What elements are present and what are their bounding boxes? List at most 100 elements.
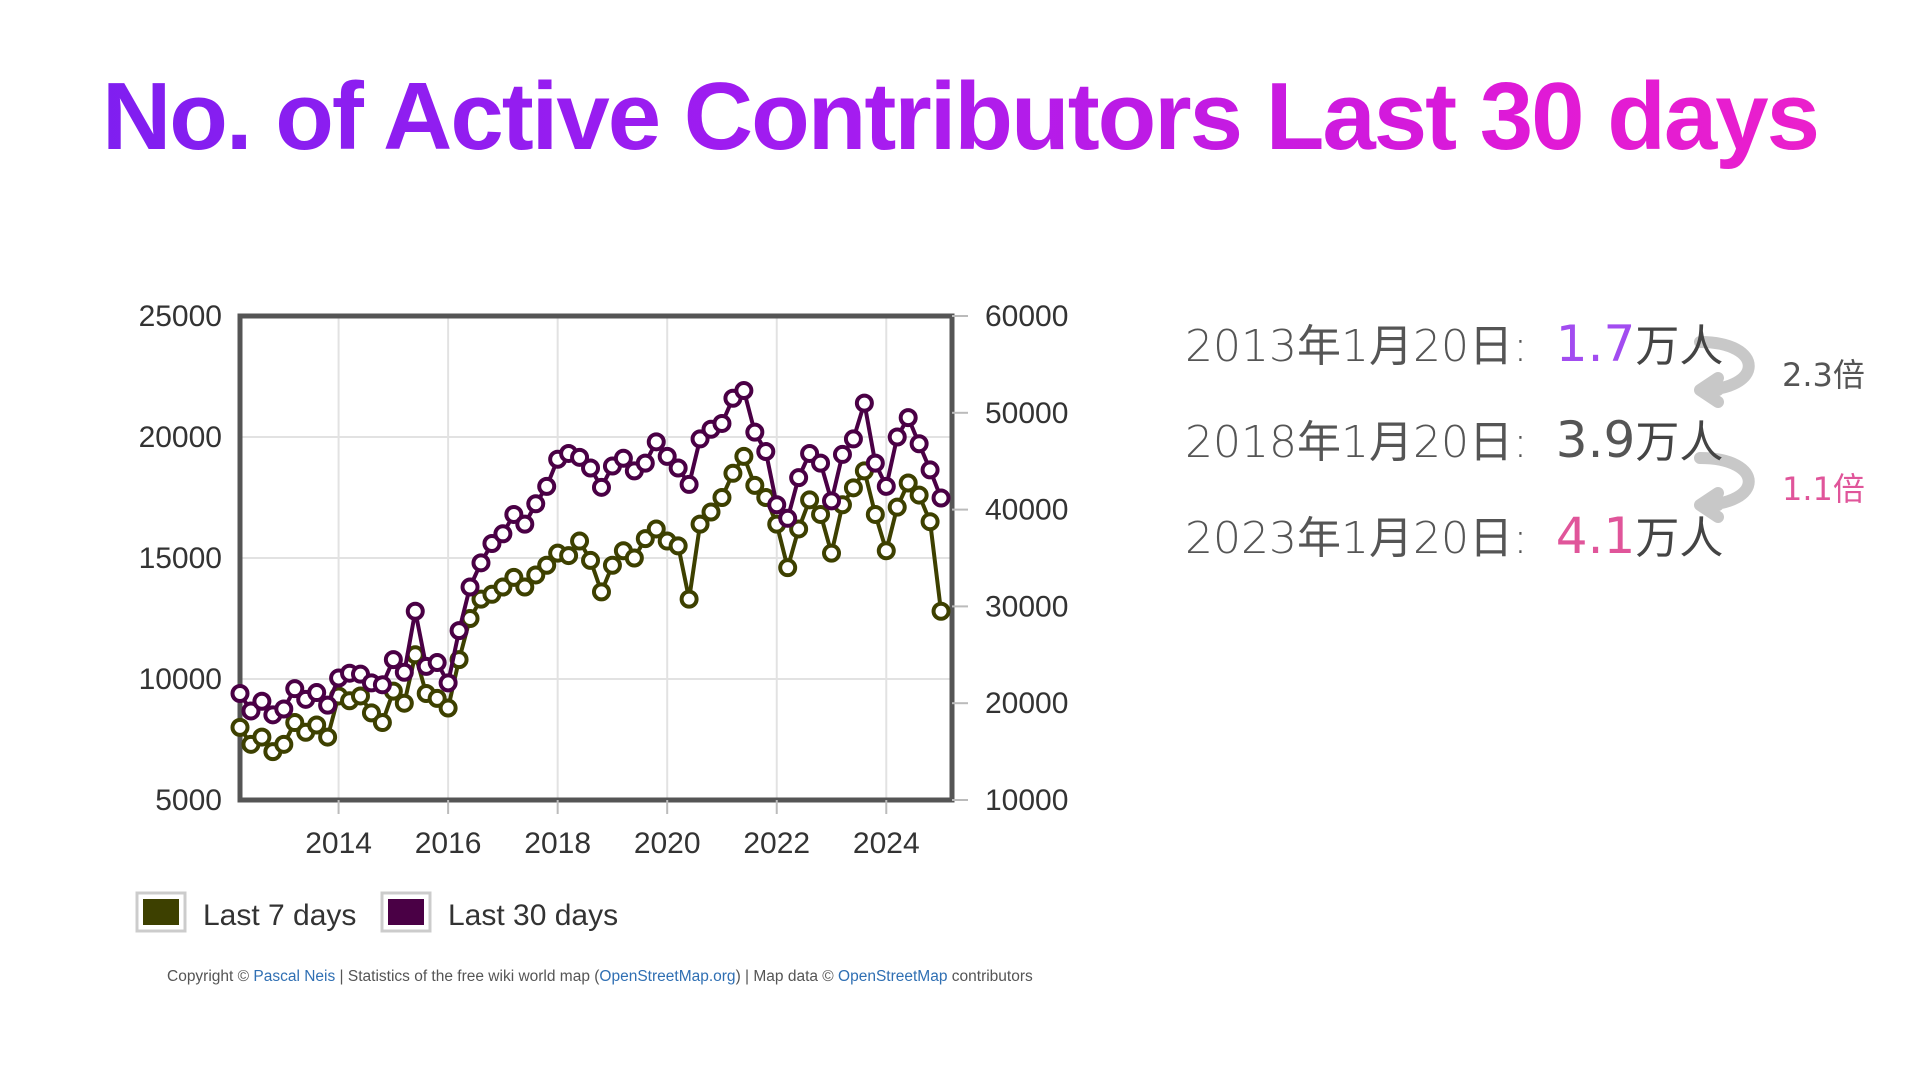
series-last-7-days-point	[602, 555, 622, 575]
y-left-tick-label: 5000	[155, 784, 222, 817]
series-last-30-days-point	[449, 621, 469, 641]
footer-osm-link[interactable]: OpenStreetMap	[838, 968, 948, 985]
series-last-7-days-point	[394, 693, 414, 713]
series-last-7-days-point	[230, 717, 250, 737]
series-last-7-days-point	[350, 686, 370, 706]
x-axis: 2014 2016 2018 2020 2022 2024	[305, 800, 920, 860]
series-last-30-days-point	[570, 447, 590, 467]
legend-label-last-7-days: Last 7 days	[203, 899, 356, 932]
stat-unit: 万人	[1635, 417, 1724, 468]
series-last-30-days-point	[405, 601, 425, 621]
series-last-7-days-point	[690, 514, 710, 534]
series-last-7-days-point	[898, 473, 918, 493]
series-last-7-days-point	[679, 589, 699, 609]
series-last-30-days-point	[843, 429, 863, 449]
series-last-7-days-point	[274, 734, 294, 754]
series-last-30-days-point	[876, 476, 896, 496]
stat-date: 2013年1月20日:	[1185, 321, 1528, 372]
footer-copyright: Copyright ©	[167, 968, 250, 985]
x-tick-label: 2024	[853, 827, 920, 860]
y-left-tick-label: 15000	[139, 542, 222, 575]
y-right-tick-label: 60000	[985, 300, 1068, 333]
series-last-7-days-point	[734, 446, 754, 466]
series-last-30-days-point	[756, 442, 776, 462]
series-last-30-days-point	[230, 684, 250, 704]
y-right-tick-label: 40000	[985, 494, 1068, 527]
y-left-tick-label: 25000	[139, 300, 222, 333]
stat-row-2023: 2023年1月20日: 4.1万人	[1185, 502, 1723, 566]
series-last-7-days-point	[581, 550, 601, 570]
footer: Copyright © Pascal Neis | Statistics of …	[167, 968, 1033, 986]
series-last-7-days-point	[372, 713, 392, 733]
series-last-7-days-point	[865, 504, 885, 524]
ratio-label-1-1x: 1.1倍	[1782, 470, 1865, 508]
series-last-30-days-point	[252, 691, 272, 711]
series-last-7-days-point	[701, 502, 721, 522]
series-last-30-days-point	[438, 673, 458, 693]
plot-frame	[237, 313, 955, 803]
series-last-30-days	[230, 381, 951, 725]
series-last-7-days-point	[559, 546, 579, 566]
legend: Last 7 days Last 30 days	[135, 891, 618, 933]
series-last-30-days-point	[460, 577, 480, 597]
series-last-7-days-point	[876, 541, 896, 561]
arrow-head-icon	[1694, 372, 1724, 408]
series-last-30-days-point	[285, 679, 305, 699]
series-last-30-days-point	[931, 488, 951, 508]
series-last-30-days-point	[581, 458, 601, 478]
series-last-30-days-point	[613, 448, 633, 468]
series-last-30-days-point	[526, 494, 546, 514]
x-tick-label: 2018	[524, 827, 591, 860]
series-last-30-days-point	[427, 653, 447, 673]
series-last-7-days-point	[811, 504, 831, 524]
chart: 25000 20000 15000 10000 5000 60000 50000 40000…	[135, 300, 1755, 933]
series-last-30-days-point	[789, 468, 809, 488]
stat-value: 3.9	[1555, 411, 1636, 469]
slide-title: No. of Active Contributors Last 30 days	[0, 62, 1920, 172]
series-last-30-days-point	[767, 495, 787, 515]
series-last-7-days-point	[438, 698, 458, 718]
arrows	[1694, 336, 1755, 523]
stat-row-2013: 2013年1月20日: 1.7万人	[1185, 310, 1723, 374]
footer-after-site: ) | Map data ©	[735, 968, 834, 985]
x-tick-label: 2014	[305, 827, 372, 860]
series-last-7-days-point	[252, 727, 272, 747]
arrow-head-icon-2	[1694, 487, 1724, 523]
series-last-30-days-point	[307, 683, 327, 703]
series-last-30-days-point	[811, 453, 831, 473]
series-last-7-days-point	[800, 490, 820, 510]
series-last-30-days-point	[898, 408, 918, 428]
series-last-30-days-point	[383, 650, 403, 670]
series-last-30-days-point	[471, 553, 491, 573]
series-last-7-days-point	[624, 548, 644, 568]
series-last-7-days-point	[843, 478, 863, 498]
series-last-30-days-point	[274, 699, 294, 719]
ratio-label-2-3x: 2.3倍	[1782, 356, 1865, 394]
series-last-7-days	[230, 446, 951, 762]
legend-label-last-30-days: Last 30 days	[448, 899, 618, 932]
series-last-30-days-point	[887, 427, 907, 447]
series-last-7-days-point	[723, 463, 743, 483]
x-tick-label: 2016	[415, 827, 482, 860]
series-last-7-days-point	[570, 531, 590, 551]
series-last-30-days-point	[591, 477, 611, 497]
footer-author-link[interactable]: Pascal Neis	[253, 968, 336, 985]
series-last-7-days-point	[646, 519, 666, 539]
series-last-7-days-point	[318, 727, 338, 747]
series-last-30-days-point	[909, 434, 929, 454]
series-last-30-days-point	[537, 476, 557, 496]
x-tick-label: 2020	[634, 827, 701, 860]
y-right-tick-label: 30000	[985, 590, 1068, 623]
y-right-tick-label: 10000	[985, 784, 1068, 817]
series-last-30-days-point	[515, 514, 535, 534]
y-axis-left: 25000 20000 15000 10000 5000	[139, 300, 222, 817]
series-last-7-days-point	[789, 519, 809, 539]
series-last-7-days-point	[745, 475, 765, 495]
series-last-30-days-point	[832, 444, 852, 464]
series-last-30-days-point	[657, 446, 677, 466]
legend-swatch-last-30-days	[388, 899, 424, 925]
series-last-7-days-point	[537, 555, 557, 575]
y-left-tick-label: 20000	[139, 421, 222, 454]
stat-date: 2023年1月20日:	[1185, 513, 1528, 564]
footer-site-link[interactable]: OpenStreetMap.org	[599, 968, 736, 985]
